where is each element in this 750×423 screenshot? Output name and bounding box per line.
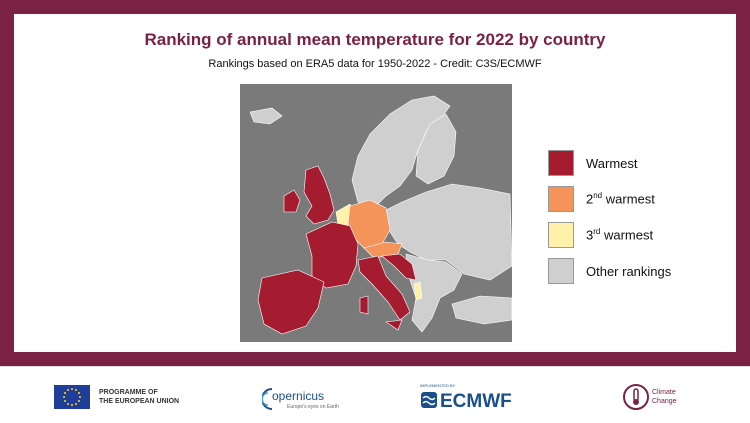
ecmwf-wordmark: ECMWF	[440, 391, 512, 412]
region-turkey	[451, 295, 512, 325]
eu-flag-icon	[54, 385, 90, 409]
region-iberia	[257, 269, 325, 335]
region-albania	[413, 281, 423, 301]
region-uk	[303, 165, 335, 225]
region-finland	[415, 113, 457, 185]
copernicus-tagline: Europe's eyes on Earth	[287, 404, 339, 410]
region-sicily	[385, 319, 403, 331]
ecmwf-implemented-by: IMPLEMENTED BY	[420, 383, 456, 388]
ecmwf-logo-icon	[421, 392, 437, 408]
copernicus-logo-icon	[262, 388, 273, 410]
legend-item-other: Other rankings	[548, 258, 671, 284]
page-subtitle: Rankings based on ERA5 data for 1950-202…	[208, 58, 542, 70]
legend-label-third-warmest: 3rd warmest	[586, 227, 654, 243]
legend-label-second-warmest: 2nd warmest	[586, 191, 655, 207]
region-france	[305, 221, 359, 289]
region-balkans	[405, 253, 463, 333]
legend-swatch-third-warmest	[548, 222, 574, 248]
europe-map	[240, 84, 512, 342]
region-croatia	[381, 253, 417, 281]
legend-item-second-warmest: 2nd warmest	[548, 186, 655, 212]
cc-text-line2: Change	[652, 398, 677, 405]
region-austria	[363, 241, 403, 259]
region-sardinia	[359, 295, 369, 315]
region-ireland	[283, 189, 301, 213]
climate-change-logo-icon	[623, 384, 649, 410]
legend-swatch-second-warmest	[548, 186, 574, 212]
legend-item-warmest: Warmest	[548, 150, 638, 176]
eu-text-line2: THE EUROPEAN UNION	[99, 398, 180, 405]
region-iceland	[249, 107, 283, 125]
legend-label-other: Other rankings	[586, 263, 672, 279]
region-italy	[357, 255, 411, 321]
legend-swatch-other	[548, 258, 574, 284]
copernicus-wordmark: opernicus	[272, 389, 325, 403]
legend-label-warmest: Warmest	[586, 155, 638, 171]
content-panel: Ranking of annual mean temperature for 2…	[14, 14, 736, 352]
region-scandinavia	[351, 95, 451, 209]
eu-programme-text: PROGRAMME OF THE EUROPEAN UNION	[99, 388, 179, 406]
eu-text-line1: PROGRAMME OF	[99, 389, 158, 396]
legend-swatch-warmest	[548, 150, 574, 176]
climate-change-text: Climate Change	[652, 388, 677, 406]
legend-item-third-warmest: 3rd warmest	[548, 222, 653, 248]
footer: PROGRAMME OF THE EUROPEAN UNION opernicu…	[0, 366, 750, 423]
region-eastern-europe	[381, 183, 512, 281]
cc-text-line1: Climate	[652, 389, 676, 396]
page-title: Ranking of annual mean temperature for 2…	[144, 30, 606, 49]
